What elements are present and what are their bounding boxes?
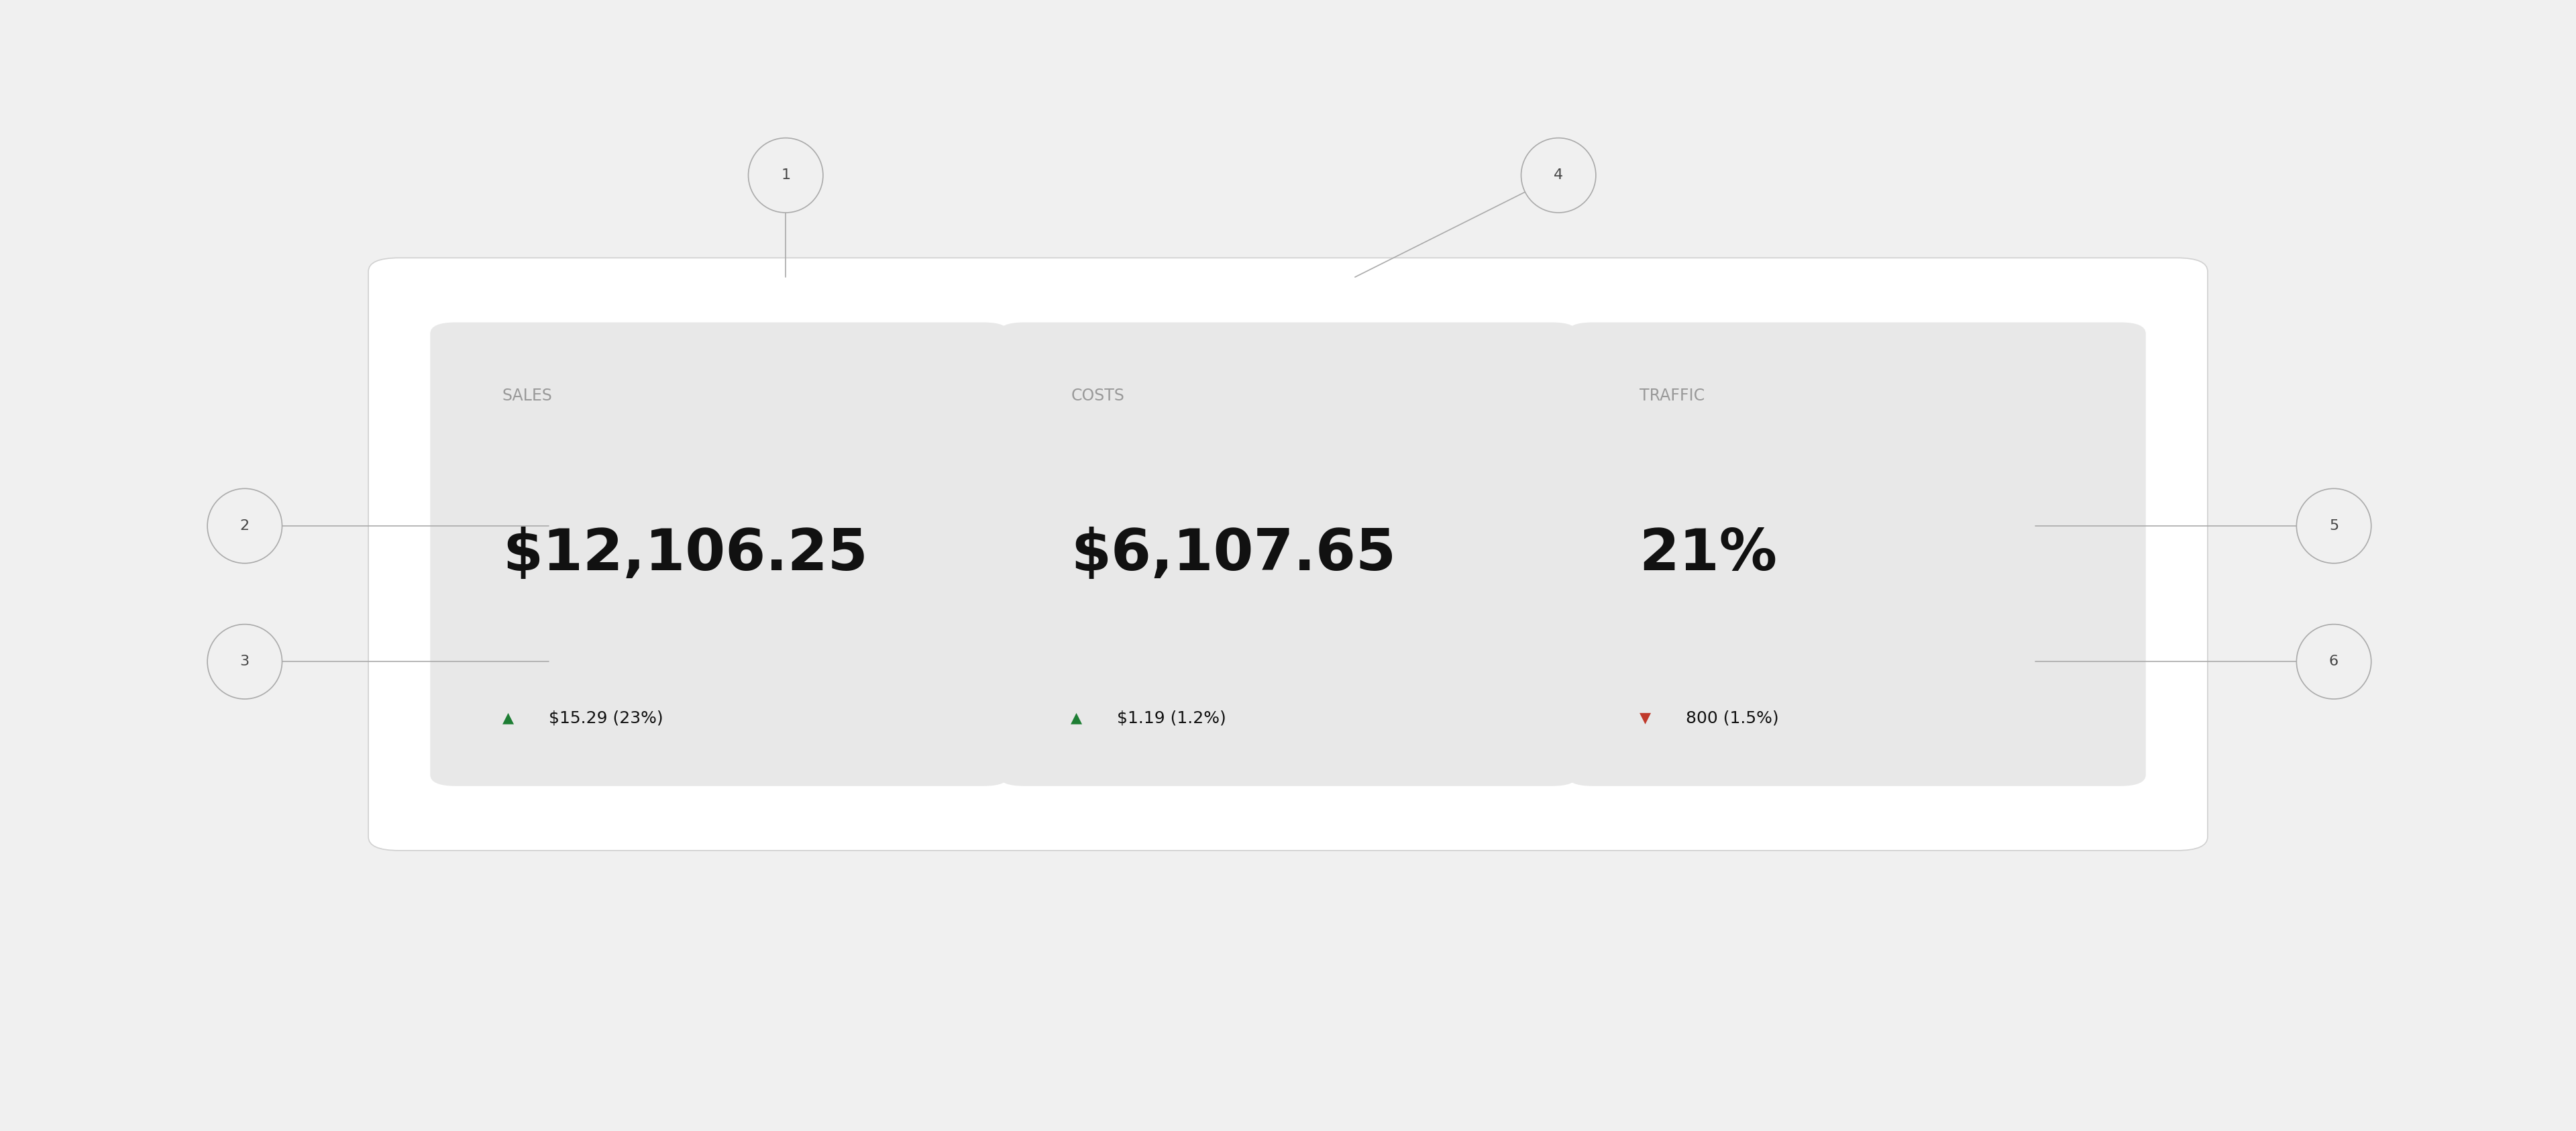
FancyBboxPatch shape (1566, 322, 2146, 786)
Text: 3: 3 (240, 655, 250, 668)
Text: ▲: ▲ (502, 711, 513, 725)
Ellipse shape (2298, 489, 2370, 563)
Text: $15.29 (23%): $15.29 (23%) (549, 710, 662, 726)
Ellipse shape (206, 489, 283, 563)
Text: 6: 6 (2329, 655, 2339, 668)
Text: 4: 4 (1553, 169, 1564, 182)
Text: 21%: 21% (1638, 526, 1777, 582)
Ellipse shape (206, 624, 283, 699)
FancyBboxPatch shape (999, 322, 1577, 786)
Ellipse shape (1520, 138, 1595, 213)
Text: 1: 1 (781, 169, 791, 182)
Text: COSTS: COSTS (1072, 388, 1123, 404)
Text: $1.19 (1.2%): $1.19 (1.2%) (1118, 710, 1226, 726)
Text: TRAFFIC: TRAFFIC (1638, 388, 1705, 404)
Text: $6,107.65: $6,107.65 (1072, 526, 1396, 582)
Text: ▲: ▲ (1072, 711, 1082, 725)
Ellipse shape (747, 138, 824, 213)
Text: 800 (1.5%): 800 (1.5%) (1685, 710, 1777, 726)
Ellipse shape (2298, 624, 2370, 699)
FancyBboxPatch shape (368, 258, 2208, 851)
Text: 2: 2 (240, 519, 250, 533)
Text: 5: 5 (2329, 519, 2339, 533)
Text: $12,106.25: $12,106.25 (502, 526, 868, 582)
Text: SALES: SALES (502, 388, 551, 404)
Text: ▼: ▼ (1638, 711, 1651, 725)
FancyBboxPatch shape (430, 322, 1010, 786)
